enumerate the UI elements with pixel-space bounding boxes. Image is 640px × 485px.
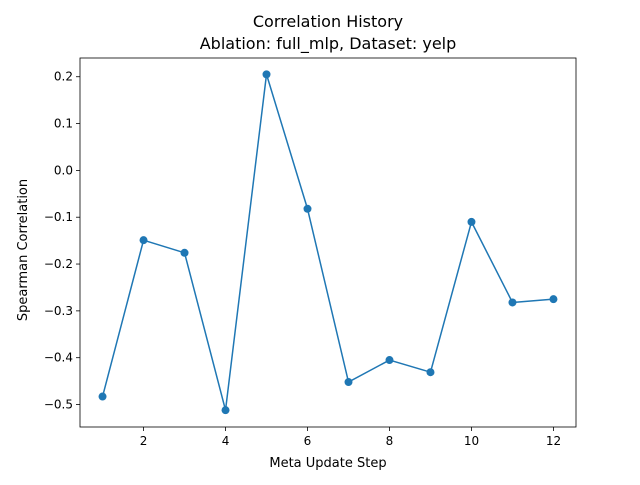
plot-area	[79, 57, 577, 428]
data-point	[549, 295, 558, 304]
data-point	[426, 368, 435, 377]
x-tick-label: 2	[140, 434, 148, 448]
series-layer	[98, 70, 558, 415]
x-tick-label: 8	[386, 434, 394, 448]
data-point	[344, 378, 353, 387]
x-tick-label: 10	[464, 434, 479, 448]
data-point	[467, 217, 476, 226]
axes-frame	[79, 57, 577, 428]
data-point	[98, 392, 107, 401]
data-point	[508, 298, 517, 307]
y-tick-label: −0.3	[44, 304, 73, 318]
data-point	[303, 204, 312, 213]
data-point	[221, 406, 230, 415]
data-point	[139, 236, 148, 245]
x-tick-label: 4	[222, 434, 230, 448]
data-point	[385, 356, 394, 365]
y-tick-label: −0.2	[44, 257, 73, 271]
chart-subtitle: Ablation: full_mlp, Dataset: yelp	[200, 34, 457, 54]
series-line	[101, 73, 554, 411]
y-tick-label: 0.1	[54, 117, 73, 131]
y-tick-label: 0.0	[54, 163, 73, 177]
x-tick-label: 12	[546, 434, 561, 448]
chart-title: Correlation History	[253, 12, 403, 31]
data-point	[180, 248, 189, 257]
y-tick-label: −0.5	[44, 398, 73, 412]
x-axis-label: Meta Update Step	[269, 456, 386, 471]
y-axis-label: Spearman Correlation	[16, 179, 31, 321]
y-tick-label: −0.4	[44, 351, 73, 365]
y-tick-label: 0.2	[54, 70, 73, 84]
axis-ticks: 2 4 6 8 10 12 −0.5 −0.4 −0.3 −0.2 −0.1 0.0 0.1 0.2	[44, 70, 561, 448]
data-point	[262, 70, 271, 79]
x-tick-label: 6	[304, 434, 312, 448]
y-tick-label: −0.1	[44, 210, 73, 224]
